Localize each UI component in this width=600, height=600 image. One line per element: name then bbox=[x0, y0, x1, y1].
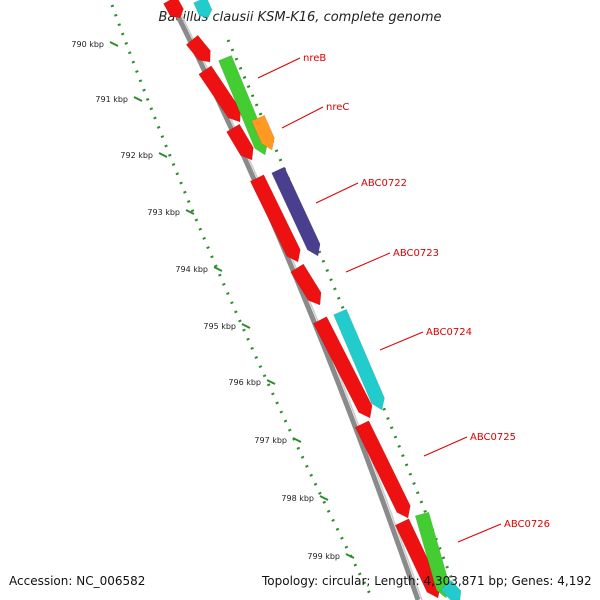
gene-label-abc0722: ABC0722 bbox=[361, 178, 407, 189]
gene-leader-line bbox=[281, 106, 324, 129]
ruler-tick-label: 796 kbp bbox=[228, 378, 261, 387]
red-gene-arrow bbox=[354, 420, 411, 519]
gene-label-abc0726: ABC0726 bbox=[504, 519, 550, 530]
purple-gene-arrow bbox=[271, 166, 321, 257]
gene-label-abc0723: ABC0723 bbox=[393, 248, 439, 259]
genome-backbone bbox=[167, 0, 421, 600]
red-gene-arrow bbox=[198, 65, 241, 123]
genome-stats-text: Topology: circular; Length: 4,303,871 bp… bbox=[262, 574, 592, 588]
ruler-tick bbox=[109, 41, 119, 47]
red-gene-arrow bbox=[163, 0, 184, 19]
cyan-gene-arrow bbox=[440, 579, 462, 600]
ruler-tick bbox=[213, 266, 223, 272]
ruler-tick bbox=[241, 323, 251, 329]
ruler-tick-label: 793 kbp bbox=[147, 208, 180, 217]
red-gene-arrow bbox=[290, 263, 322, 306]
gene-label-abc0724: ABC0724 bbox=[426, 327, 472, 338]
accession-text: Accession: NC_006582 bbox=[9, 574, 146, 588]
ruler-tick bbox=[185, 209, 195, 215]
ruler-tick bbox=[158, 152, 168, 158]
gene-label-abc0725: ABC0725 bbox=[470, 432, 516, 443]
genome-title: Bacillus clausii KSM-K16, complete genom… bbox=[158, 10, 442, 25]
ruler-tick bbox=[292, 437, 302, 443]
ruler-tick bbox=[133, 96, 143, 102]
cyan-gene-arrow bbox=[193, 0, 213, 19]
gene-label-nrec: nreC bbox=[326, 102, 349, 113]
ruler-tick-label: 790 kbp bbox=[71, 40, 104, 49]
ruler-tick-label: 799 kbp bbox=[307, 552, 340, 561]
green-gene-arrow bbox=[218, 55, 268, 156]
ruler-tick-label: 795 kbp bbox=[203, 322, 236, 331]
gene-leader-line bbox=[257, 57, 301, 79]
gene-leader-line bbox=[379, 331, 424, 351]
red-gene-arrow bbox=[312, 316, 373, 419]
gene-leader-line bbox=[457, 523, 502, 543]
red-gene-arrow bbox=[185, 34, 211, 63]
orange-gene-arrow bbox=[251, 114, 275, 151]
ruler-tick-label: 798 kbp bbox=[281, 494, 314, 503]
red-gene-arrow bbox=[226, 123, 254, 161]
ruler-tick-label: 794 kbp bbox=[175, 265, 208, 274]
gene-leader-line bbox=[423, 436, 468, 457]
outer-dotted-line bbox=[226, 39, 462, 600]
gene-label-nreb: nreB bbox=[303, 53, 326, 64]
cyan-gene-arrow bbox=[333, 308, 385, 411]
ruler-tick bbox=[345, 553, 355, 559]
ruler-tick-label: 797 kbp bbox=[254, 436, 287, 445]
ruler-tick-label: 791 kbp bbox=[95, 95, 128, 104]
red-gene-arrow bbox=[249, 174, 301, 263]
gene-leader-line bbox=[345, 252, 391, 273]
ruler-tick bbox=[319, 495, 329, 501]
ruler-tick bbox=[266, 379, 276, 385]
gene-leader-line bbox=[315, 182, 359, 204]
ruler-tick-label: 792 kbp bbox=[120, 151, 153, 160]
